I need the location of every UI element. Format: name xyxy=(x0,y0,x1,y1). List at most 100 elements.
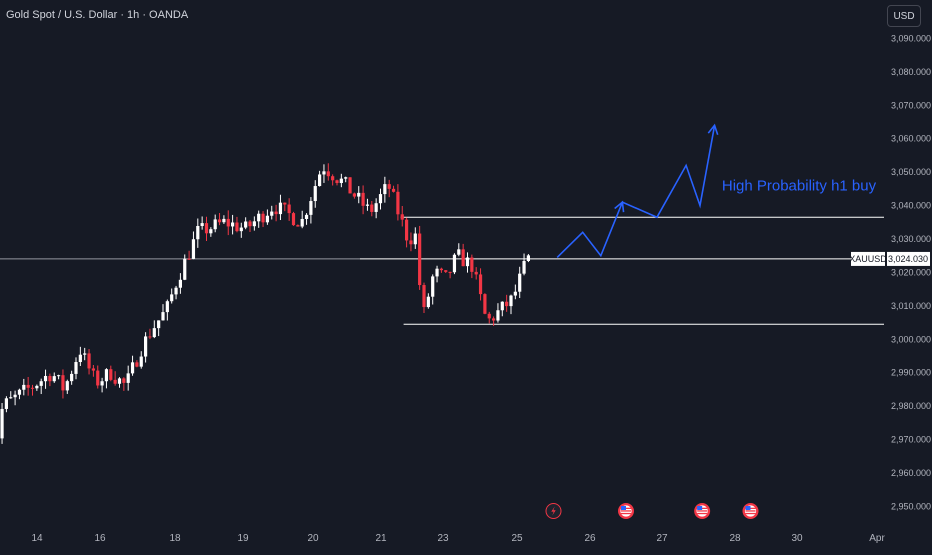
candle xyxy=(39,378,43,395)
candle xyxy=(452,253,457,275)
candle-body xyxy=(96,370,100,386)
projection-path[interactable] xyxy=(556,123,719,258)
candle-body xyxy=(426,296,430,308)
date-tick-label: 21 xyxy=(375,533,387,544)
candle-body xyxy=(313,186,317,202)
candle xyxy=(87,349,91,375)
candle xyxy=(344,176,348,183)
us-flag-icon[interactable] xyxy=(694,503,711,519)
candle-body xyxy=(387,184,391,189)
candle-body xyxy=(209,229,213,234)
candle-body xyxy=(187,258,191,260)
candle-body xyxy=(39,381,43,386)
candle xyxy=(444,270,448,274)
candle xyxy=(22,378,26,396)
candle xyxy=(435,265,439,283)
candle-body xyxy=(178,279,182,288)
projection-polyline[interactable] xyxy=(556,125,716,258)
candle xyxy=(204,216,209,241)
candle xyxy=(409,232,413,252)
date-tick-label: 20 xyxy=(307,533,319,544)
candle xyxy=(122,377,126,391)
candle-body xyxy=(470,257,474,272)
horizontal-levels[interactable] xyxy=(0,216,884,325)
candle xyxy=(339,173,343,188)
candle-body xyxy=(487,313,491,319)
candle xyxy=(144,332,148,363)
candle xyxy=(83,347,87,361)
date-tick-label: 28 xyxy=(729,533,741,544)
candle-body xyxy=(183,258,187,280)
candle-body xyxy=(526,255,530,262)
us-flag-icon[interactable] xyxy=(742,503,759,519)
candle-body xyxy=(370,204,374,212)
candle-body xyxy=(170,294,174,302)
candle xyxy=(374,198,378,219)
currency-button[interactable]: USD xyxy=(887,5,921,27)
candle xyxy=(148,328,152,340)
us-flag-icon-canton xyxy=(621,506,626,510)
price-tick-label: 3,040.000 xyxy=(891,201,931,211)
candle-body xyxy=(78,354,82,363)
date-tick-label: 18 xyxy=(169,533,181,544)
candle xyxy=(196,218,200,248)
candle xyxy=(322,164,326,183)
annotation-text[interactable]: High Probability h1 buy xyxy=(722,177,877,194)
event-markers[interactable] xyxy=(545,503,759,519)
candle xyxy=(526,254,530,263)
candle xyxy=(244,217,248,230)
candle xyxy=(391,185,396,193)
candle-body xyxy=(52,376,56,382)
current-price-box xyxy=(887,251,930,266)
candle xyxy=(496,303,500,323)
candle xyxy=(426,293,430,309)
candle-body xyxy=(331,176,335,181)
candle-body xyxy=(152,328,156,338)
candle-body xyxy=(48,375,52,382)
candle-body xyxy=(265,215,269,223)
projection-arrowhead[interactable] xyxy=(707,123,719,136)
candle xyxy=(183,254,187,281)
candle-body xyxy=(135,362,139,367)
candle-body xyxy=(165,301,169,313)
candle xyxy=(383,176,387,203)
date-tick-label: 19 xyxy=(237,533,249,544)
candle-body xyxy=(431,276,435,297)
projection-arrowhead[interactable] xyxy=(614,200,625,213)
candle xyxy=(113,371,117,386)
candle-body xyxy=(522,261,526,274)
candle-body xyxy=(70,373,74,382)
price-tick-label: 2,960.000 xyxy=(891,468,931,478)
candle-body xyxy=(148,336,152,338)
candle-body xyxy=(157,320,161,329)
candle-body xyxy=(496,310,500,321)
candle xyxy=(91,364,95,377)
candle xyxy=(96,365,100,389)
candle-body xyxy=(139,356,143,367)
candle-body xyxy=(57,375,61,377)
lightning-icon[interactable] xyxy=(545,503,562,519)
candle-body xyxy=(344,177,348,179)
date-tick-label: Apr xyxy=(869,533,885,544)
us-flag-icon[interactable] xyxy=(618,503,634,519)
candle xyxy=(518,266,522,299)
candle-body xyxy=(126,373,130,383)
candle-body xyxy=(448,271,452,273)
candle xyxy=(400,206,404,227)
candle-body xyxy=(418,233,422,286)
candle xyxy=(52,372,56,383)
candle xyxy=(348,177,352,194)
candle-body xyxy=(91,368,95,371)
candle xyxy=(213,214,217,233)
candle xyxy=(109,365,113,382)
candle xyxy=(287,198,291,221)
candle-body xyxy=(174,287,178,295)
candle xyxy=(278,194,283,221)
symbol-tag-box xyxy=(851,251,885,266)
symbol-title[interactable]: Gold Spot / U.S. Dollar · 1h · OANDA xyxy=(6,9,189,21)
annotations[interactable]: High Probability h1 buy xyxy=(722,177,877,194)
candle-body xyxy=(43,375,48,382)
candle-body xyxy=(9,397,13,399)
